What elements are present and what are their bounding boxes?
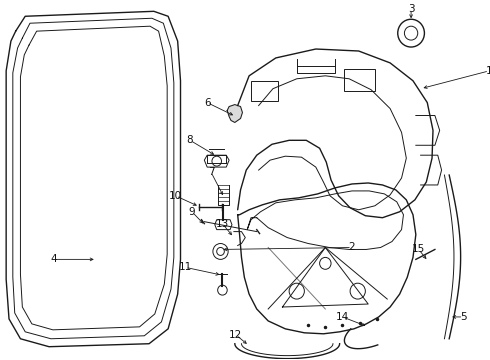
Bar	[344, 69, 375, 91]
Text: 11: 11	[179, 262, 192, 272]
Text: 8: 8	[187, 135, 194, 145]
Text: 1: 1	[486, 66, 490, 76]
Text: 5: 5	[460, 312, 467, 322]
Text: 13: 13	[216, 219, 229, 229]
Text: 6: 6	[204, 98, 211, 108]
Text: 9: 9	[189, 207, 195, 217]
Text: 3: 3	[408, 4, 415, 14]
Text: 15: 15	[412, 244, 425, 255]
Text: 10: 10	[169, 191, 182, 201]
Polygon shape	[227, 105, 243, 122]
Text: 14: 14	[336, 312, 349, 322]
Bar	[251, 81, 278, 100]
Text: 7: 7	[208, 167, 214, 177]
Text: 2: 2	[349, 243, 355, 252]
Text: 4: 4	[50, 255, 57, 264]
Text: 12: 12	[229, 330, 243, 340]
